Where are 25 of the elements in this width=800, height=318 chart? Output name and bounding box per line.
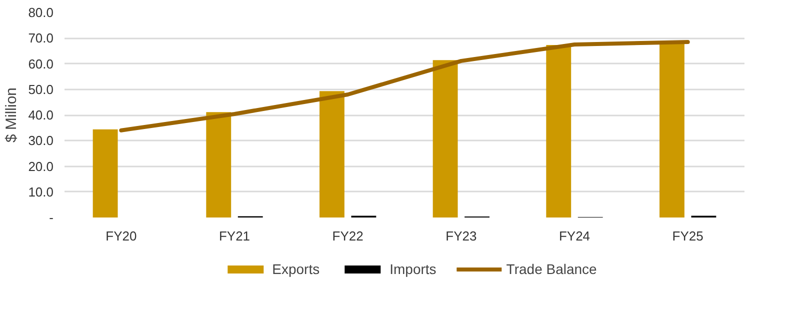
line-series [119, 40, 690, 132]
x-tick-label: FY23 [446, 228, 477, 244]
bar [320, 91, 344, 218]
y-tick-label: 30.0 [28, 133, 54, 148]
y-tick-label: - [49, 210, 54, 225]
bar [92, 129, 118, 218]
bar [432, 60, 458, 218]
y-tick-label: 80.0 [28, 5, 54, 20]
y-tick-label: 40.0 [28, 108, 54, 122]
x-tick-label: FY20 [106, 228, 137, 244]
y-axis-title: $ Million [3, 87, 20, 143]
bar [546, 45, 572, 218]
y-tick-label: 70.0 [28, 30, 54, 46]
x-tick-label: FY22 [332, 228, 364, 244]
y-tick-label: 20.0 [28, 158, 54, 174]
legend-label: Imports [390, 260, 436, 276]
x-tick-label: FY24 [558, 228, 590, 244]
y-tick-label: 50.0 [28, 82, 54, 97]
bar [206, 112, 232, 218]
x-tick-label: FY21 [218, 228, 250, 244]
y-tick-label: 60.0 [28, 56, 54, 72]
x-tick-label: FY25 [672, 228, 704, 244]
legend-label: Trade Balance [506, 260, 597, 276]
y-tick-label: 10.0 [28, 184, 54, 200]
legend-label: Exports [272, 260, 320, 276]
